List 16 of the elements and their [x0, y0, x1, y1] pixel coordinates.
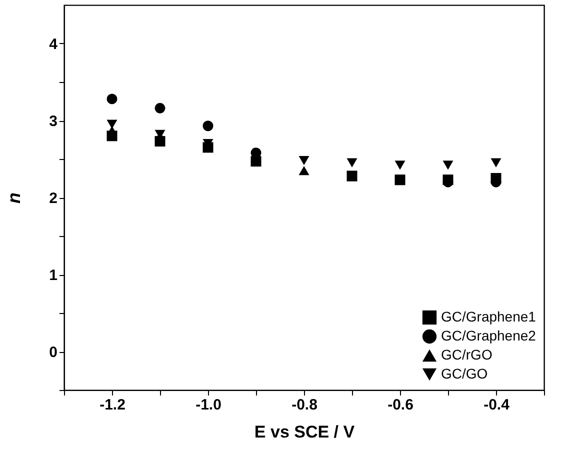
- x-tick-label: -0.8: [292, 396, 318, 414]
- legend-label: GC/Graphene2: [441, 328, 536, 344]
- x-tick-label: -1.0: [196, 396, 222, 414]
- x-tick-label: -0.4: [484, 396, 510, 414]
- y-tick-label: 4: [49, 36, 58, 53]
- y-tick-label: 0: [49, 344, 58, 361]
- y-tick-label: 2: [49, 190, 58, 207]
- x-tick-label: -0.6: [388, 396, 414, 414]
- x-tick-label: -1.2: [100, 396, 126, 414]
- legend-label: GC/GO: [441, 366, 488, 382]
- y-axis-title: n: [4, 192, 24, 204]
- legend-label: GC/rGO: [441, 346, 492, 362]
- legend-label: GC/Graphene1: [441, 308, 536, 324]
- x-axis-title: E vs SCE / V: [254, 422, 356, 442]
- y-tick-label: 1: [49, 267, 58, 284]
- y-tick-label: 3: [49, 113, 58, 130]
